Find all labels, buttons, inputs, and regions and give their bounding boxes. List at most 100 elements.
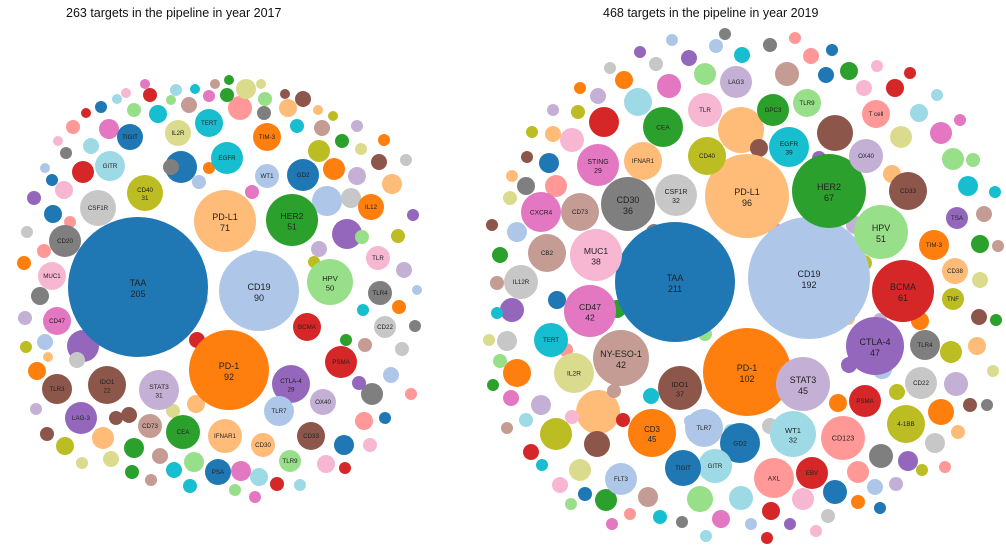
bubble-label: CD123 (832, 434, 855, 443)
filler-bubble (72, 161, 94, 183)
bubble-label: STAT3 (790, 375, 816, 385)
bubble-circle (297, 422, 325, 450)
filler-bubble (487, 379, 499, 391)
bubble-label: HER2 (817, 182, 841, 192)
bubble-label: CD73 (572, 209, 589, 216)
filler-bubble (889, 384, 905, 400)
bubble-cd38: CD38 (942, 258, 968, 284)
bubble-circle (849, 139, 883, 173)
filler-bubble (560, 128, 584, 152)
bubble-value: 45 (648, 435, 657, 444)
bubble-circle (307, 259, 353, 305)
filler-bubble (910, 104, 928, 122)
filler-bubble (821, 509, 835, 523)
bubble-il12r: IL12R (504, 265, 538, 299)
filler-bubble (784, 518, 796, 530)
filler-bubble (378, 134, 390, 146)
filler-bubble (190, 84, 200, 94)
bubble-label: CXCR4 (530, 209, 553, 216)
filler-bubble (335, 134, 349, 148)
bubble-label: PD-1 (737, 363, 758, 373)
bubble-circle (166, 415, 200, 449)
bubble-label: TLR7 (271, 408, 287, 415)
bubble-label: IL12R (513, 279, 530, 286)
bubble-pd-1: PD-192 (189, 330, 269, 410)
filler-bubble (616, 413, 630, 427)
bubble-circle (127, 175, 163, 211)
bubble-value: 45 (798, 386, 808, 396)
bubble-label: CD30 (255, 442, 271, 449)
bubble-circle (564, 285, 616, 337)
bubble-circle (577, 144, 619, 186)
filler-bubble (763, 38, 777, 52)
filler-bubble (539, 153, 559, 173)
filler-bubble (83, 138, 99, 154)
filler-bubble (545, 175, 567, 197)
filler-bubble (192, 175, 206, 189)
filler-bubble (170, 84, 182, 96)
bubble-circle (95, 151, 125, 181)
bubble-psma: PSMA (325, 346, 357, 378)
bubble-circle (862, 100, 890, 128)
bubble-label: IFNAR1 (632, 158, 655, 165)
filler-bubble (351, 120, 363, 132)
bubble-circle (769, 127, 809, 167)
bubble-lag3: LAG3 (720, 66, 752, 98)
filler-bubble (951, 425, 965, 439)
filler-bubble (709, 39, 723, 53)
bubble-circle (872, 260, 934, 322)
bubble-label: FLT3 (614, 476, 629, 483)
bubble-circle (854, 205, 908, 259)
bubble-circle (189, 330, 269, 410)
bubble-circle (793, 89, 821, 117)
filler-bubble (729, 486, 753, 510)
filler-bubble (545, 126, 561, 142)
filler-bubble (31, 287, 49, 305)
filler-bubble (166, 462, 182, 478)
filler-bubble (40, 427, 54, 441)
bubble-circle (720, 423, 760, 463)
bubble-tlr7: TLR7 (685, 409, 723, 447)
bubble-label: CD47 (579, 302, 601, 312)
bubble-label: CD33 (900, 188, 917, 195)
bubble-cd33: CD33 (889, 172, 927, 210)
filler-bubble (355, 143, 367, 155)
filler-bubble (990, 314, 1002, 326)
bubble-axl: AXL (754, 458, 794, 498)
bubble-ox40: OX40 (310, 389, 336, 415)
bubble-value: 67 (824, 193, 834, 203)
bubble-circle (325, 346, 357, 378)
bubble-circle (849, 385, 881, 417)
filler-bubble (18, 311, 32, 325)
filler-bubble (548, 291, 566, 309)
bubble-cd22: CD22 (374, 316, 396, 338)
bubble-label: IDO1 (100, 379, 115, 386)
bubble-muc1: MUC1 (38, 262, 66, 290)
bubble-cea: CEA (643, 107, 683, 147)
bubble-bcma: BCMA (293, 313, 321, 341)
bubble-label: AXL (768, 475, 781, 482)
bubble-sting: STING 29 (577, 144, 619, 186)
bubble-tsa: TSA (946, 207, 968, 229)
bubble-cd40: CD40 (688, 137, 726, 175)
bubble-circle (279, 450, 301, 472)
bubble-circle (374, 316, 396, 338)
bubble-label: TLR9 (799, 100, 815, 107)
bubble-value: 31 (142, 195, 149, 202)
filler-bubble (517, 177, 535, 195)
filler-bubble (503, 191, 517, 205)
filler-bubble (925, 433, 945, 453)
bubble-circle (757, 94, 789, 126)
filler-bubble (521, 151, 533, 163)
bubble-value: 42 (585, 313, 595, 323)
bubble-ctla-4: CTLA-447 (846, 317, 904, 375)
bubble-circle (253, 123, 281, 151)
bubble-label: CTLA-4 (280, 378, 302, 385)
bubble-tim-3: TIM-3 (919, 230, 949, 260)
filler-bubble (99, 119, 119, 139)
bubble-circle (685, 409, 723, 447)
filler-bubble (493, 354, 507, 368)
bubble-il2r: IL2R (554, 353, 594, 393)
